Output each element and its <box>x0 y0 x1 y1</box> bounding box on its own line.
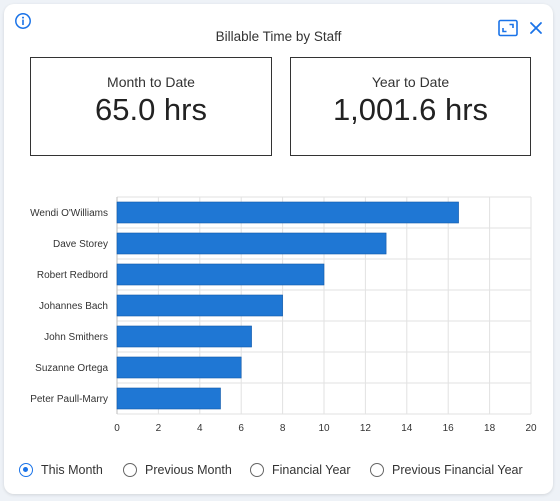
year-to-date-label: Year to Date <box>371 74 450 90</box>
chart-title: Billable Time by Staff <box>215 29 342 44</box>
x-tick-label: 2 <box>156 423 162 434</box>
x-tick-label: 20 <box>525 423 537 434</box>
category-label: Peter Paull-Marry <box>30 394 108 405</box>
category-label: Robert Redbord <box>37 270 108 281</box>
radio-financial-year-label: Financial Year <box>272 463 351 477</box>
radio-this-month-indicator[interactable] <box>19 463 33 477</box>
billable-time-bar-chart: 0 2 4 6 8 10 12 14 16 18 20 Wendi O'Williams Dave St… <box>30 196 537 434</box>
radio-previous-financial-year-label: Previous Financial Year <box>392 463 523 477</box>
radio-this-month[interactable]: This Month <box>19 460 103 480</box>
radio-financial-year-indicator[interactable] <box>250 463 264 477</box>
x-tick-label: 12 <box>360 423 372 434</box>
x-tick-label: 0 <box>114 423 120 434</box>
month-to-date-value: 65.0 hrs <box>94 92 207 127</box>
month-to-date-label: Month to Date <box>107 74 195 90</box>
bar <box>116 263 325 286</box>
bar <box>116 356 242 379</box>
x-tick-label: 14 <box>401 423 413 434</box>
year-to-date-value: 1,001.6 hrs <box>332 92 489 127</box>
category-label: Dave Storey <box>53 239 108 250</box>
close-icon[interactable] <box>528 20 544 36</box>
radio-previous-financial-year[interactable]: Previous Financial Year <box>370 460 523 480</box>
x-tick-label: 6 <box>238 423 244 434</box>
category-label: Johannes Bach <box>39 301 108 312</box>
bar <box>116 201 459 224</box>
category-label: Suzanne Ortega <box>35 363 108 374</box>
radio-previous-month-indicator[interactable] <box>123 463 137 477</box>
x-tick-label: 10 <box>318 423 330 434</box>
radio-this-month-label: This Month <box>41 463 103 477</box>
expand-icon[interactable] <box>498 19 518 37</box>
info-icon[interactable] <box>14 12 32 30</box>
x-tick-label: 16 <box>443 423 455 434</box>
category-label: Wendi O'Williams <box>30 208 108 219</box>
bar <box>116 232 387 255</box>
radio-previous-month-label: Previous Month <box>145 463 232 477</box>
month-to-date-card: Month to Date 65.0 hrs <box>30 57 272 156</box>
bar <box>116 325 252 348</box>
x-tick-label: 4 <box>197 423 203 434</box>
radio-financial-year[interactable]: Financial Year <box>250 460 351 480</box>
bar <box>116 294 283 317</box>
bar <box>116 387 221 410</box>
radio-previous-financial-year-indicator[interactable] <box>370 463 384 477</box>
year-to-date-card: Year to Date 1,001.6 hrs <box>290 57 531 156</box>
billable-time-card: Billable Time by Staff Month to Date 65.… <box>4 4 553 494</box>
x-tick-label: 18 <box>484 423 496 434</box>
x-tick-label: 8 <box>280 423 286 434</box>
radio-previous-month[interactable]: Previous Month <box>123 460 232 480</box>
category-label: John Smithers <box>44 332 108 343</box>
